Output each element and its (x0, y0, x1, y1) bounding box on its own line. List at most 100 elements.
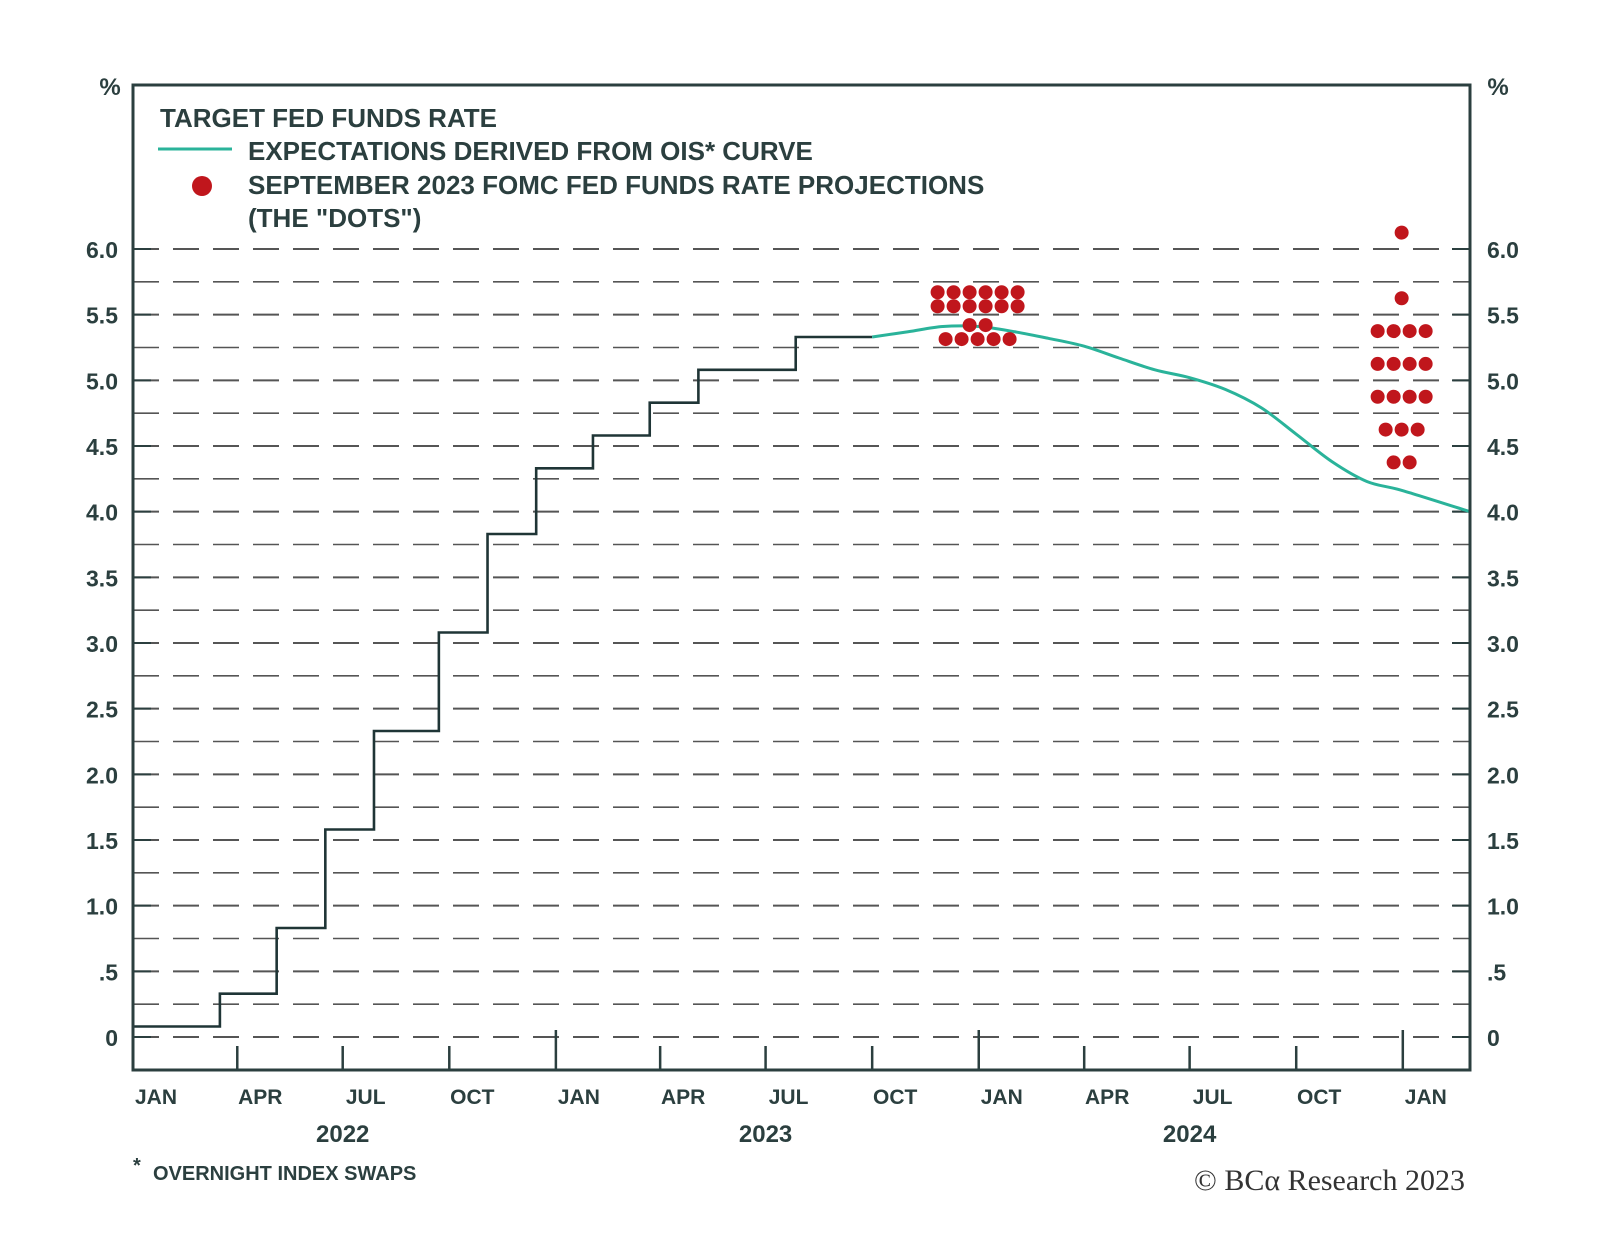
legend: TARGET FED FUNDS RATE EXPECTATIONS DERIV… (158, 103, 984, 233)
x-tick-label: OCT (450, 1086, 495, 1109)
fomc-dot (962, 299, 977, 314)
fomc-dot (1386, 324, 1401, 339)
y-tick-label-left: 5.0 (86, 368, 118, 394)
fomc-dot (930, 299, 945, 314)
x-tick-label: JAN (1405, 1086, 1447, 1109)
fomc-dot (938, 332, 953, 347)
legend-label-fomc-dots-line2: (THE "DOTS") (248, 203, 421, 233)
footnote-text: OVERNIGHT INDEX SWAPS (153, 1163, 416, 1185)
fomc-dot (946, 299, 961, 314)
fomc-dot (1402, 455, 1417, 470)
fomc-dot (1418, 324, 1433, 339)
x-tick-label: APR (1085, 1086, 1129, 1109)
fomc-dot (978, 299, 993, 314)
y-tick-label-right: 3.5 (1487, 565, 1519, 591)
fomc-dot (1002, 332, 1017, 347)
fomc-dot (962, 318, 977, 333)
fomc-dot (1370, 356, 1385, 371)
fomc-dot (1010, 285, 1025, 300)
x-tick-label: JAN (981, 1086, 1023, 1109)
fomc-dot (1394, 422, 1409, 437)
y-tick-label-right: 2.5 (1487, 697, 1519, 723)
y-tick-label-left: 1.0 (86, 894, 118, 920)
fomc-dot (1394, 291, 1409, 306)
y-tick-label-right: 4.0 (1487, 500, 1519, 526)
legend-label-ois-curve: EXPECTATIONS DERIVED FROM OIS* CURVE (248, 136, 813, 166)
y-tick-label-right: 3.0 (1487, 631, 1519, 657)
fomc-dot (970, 332, 985, 347)
fomc-dot (1410, 422, 1425, 437)
series-line-ois-expectations (871, 324, 1471, 514)
fomc-dot (1402, 324, 1417, 339)
y-unit-right: % (1487, 74, 1508, 101)
x-tick-label: JUL (1193, 1086, 1233, 1109)
fomc-dot (1386, 356, 1401, 371)
fomc-dot (1402, 356, 1417, 371)
x-tick-label: JUL (769, 1086, 809, 1109)
y-tick-label-left: 1.5 (86, 828, 118, 854)
fomc-dot (978, 318, 993, 333)
y-tick-label-right: 5.0 (1487, 368, 1519, 394)
fomc-dot (1386, 389, 1401, 404)
y-tick-label-right: 6.0 (1487, 237, 1519, 263)
axis-ticks (133, 248, 1470, 1070)
y-tick-label-left: 4.5 (86, 434, 118, 460)
fomc-dot (978, 285, 993, 300)
fomc-dot (962, 285, 977, 300)
dots-layer (930, 225, 1433, 470)
axis-labels: 0 0 .5 .5 1.0 1.0 1.5 1.5 2.0 2.0 2.5 2.5 3.0 3.0 3.5 3… (86, 237, 1519, 1148)
fomc-dot (954, 332, 969, 347)
y-tick-label-right: 1.5 (1487, 828, 1519, 854)
fomc-dot (1010, 299, 1025, 314)
y-tick-label-left: 6.0 (86, 237, 118, 263)
x-year-label: 2022 (316, 1121, 369, 1148)
y-tick-label-right: 5.5 (1487, 303, 1519, 329)
y-tick-label-left: 3.0 (86, 631, 118, 657)
fomc-dot (1378, 422, 1393, 437)
y-tick-label-left: 2.0 (86, 762, 118, 788)
y-tick-label-left: 3.5 (86, 565, 118, 591)
x-year-label: 2023 (739, 1121, 792, 1148)
fomc-dot (1386, 455, 1401, 470)
footnote: * OVERNIGHT INDEX SWAPS (133, 1155, 416, 1185)
fomc-dot (1418, 389, 1433, 404)
x-tick-label: APR (238, 1086, 282, 1109)
grid-lines (133, 248, 1470, 1038)
fomc-dot (994, 285, 1009, 300)
copyright-text: © BCα Research 2023 (1194, 1164, 1465, 1197)
fomc-dot (1370, 389, 1385, 404)
y-tick-label-right: 4.5 (1487, 434, 1519, 460)
fomc-dot (1418, 356, 1433, 371)
y-tick-label-left: 2.5 (86, 697, 118, 723)
fomc-dot (986, 332, 1001, 347)
fomc-dot (1402, 389, 1417, 404)
y-unit-left: % (99, 74, 120, 101)
legend-label-fomc-dots: SEPTEMBER 2023 FOMC FED FUNDS RATE PROJE… (248, 170, 984, 200)
fomc-dot (994, 299, 1009, 314)
legend-label-target-fed-funds: TARGET FED FUNDS RATE (160, 103, 497, 133)
x-tick-label: JAN (558, 1086, 600, 1109)
y-tick-label-right: 0 (1487, 1025, 1500, 1051)
x-tick-label: OCT (1297, 1086, 1342, 1109)
x-year-label: 2024 (1163, 1121, 1217, 1148)
fomc-dot (1370, 324, 1385, 339)
y-tick-label-right: 2.0 (1487, 762, 1519, 788)
x-tick-label: JAN (135, 1086, 177, 1109)
legend-swatch-dot (192, 176, 212, 196)
fomc-dot (1394, 225, 1409, 240)
y-tick-label-right: .5 (1487, 959, 1506, 985)
y-tick-label-right: 1.0 (1487, 894, 1519, 920)
x-tick-label: OCT (873, 1086, 918, 1109)
y-tick-label-left: 5.5 (86, 303, 118, 329)
fomc-dot (946, 285, 961, 300)
x-tick-label: JUL (346, 1086, 386, 1109)
y-tick-label-left: 0 (105, 1025, 118, 1051)
y-tick-label-left: 4.0 (86, 500, 118, 526)
plot-frame (131, 83, 1472, 1072)
series-line-target-fed-funds (133, 335, 873, 1028)
x-tick-label: APR (661, 1086, 705, 1109)
y-tick-label-left: .5 (99, 959, 118, 985)
fomc-dot (930, 285, 945, 300)
